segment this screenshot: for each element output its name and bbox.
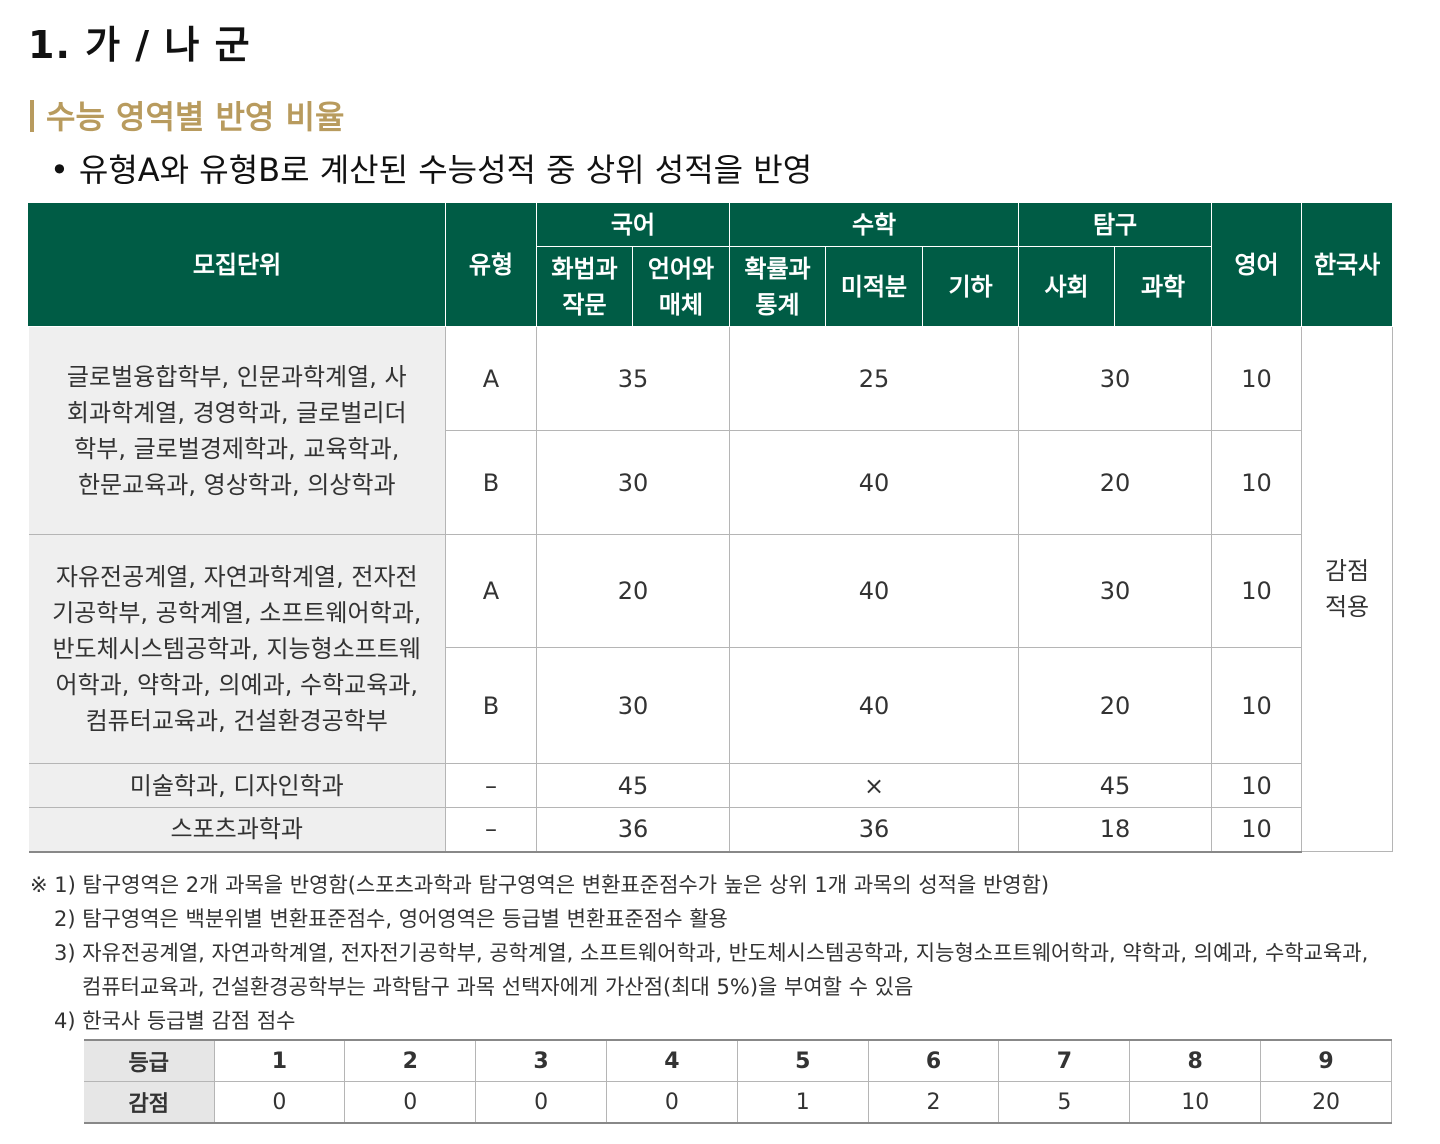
deduction-cell: 5 xyxy=(998,1081,1131,1124)
inquiry-cell: 18 xyxy=(1018,807,1213,853)
deduction-row: 감점 0 0 0 0 1 2 5 10 20 xyxy=(84,1081,1392,1124)
deduction-cell: 0 xyxy=(475,1081,607,1124)
english-cell: 10 xyxy=(1211,763,1303,808)
deduction-cell: 20 xyxy=(1260,1081,1392,1124)
korean-cell: 36 xyxy=(535,807,731,853)
header-korean-sub1: 화법과 작문 xyxy=(536,246,633,327)
grade-cell: 2 xyxy=(344,1039,477,1082)
deduction-cell: 1 xyxy=(736,1081,869,1124)
grade-label: 등급 xyxy=(84,1039,215,1082)
header-unit: 모집단위 xyxy=(28,202,446,327)
header-type: 유형 xyxy=(445,202,537,327)
header-inquiry: 탐구 xyxy=(1018,202,1213,247)
table-row: 미술학과, 디자인학과 – 45 × 45 10 xyxy=(28,763,1393,808)
korean-cell: 35 xyxy=(535,326,731,431)
grade-cell: 3 xyxy=(475,1039,607,1082)
footnote-2: 2) 탐구영역은 백분위별 변환표준점수, 영어영역은 등급별 변환표준점수 활… xyxy=(54,907,728,931)
footnote-4: 4) 한국사 등급별 감점 점수 xyxy=(54,1009,296,1033)
inquiry-cell: 20 xyxy=(1018,647,1213,764)
inquiry-cell: 45 xyxy=(1018,763,1213,808)
deduction-label: 감점 xyxy=(84,1081,215,1124)
english-cell: 10 xyxy=(1211,647,1303,764)
header-korean-sub2: 언어와 매체 xyxy=(631,246,731,327)
inquiry-cell: 30 xyxy=(1018,326,1213,431)
grade-cell: 5 xyxy=(736,1039,869,1082)
unit-cell: 자유전공계열, 자연과학계열, 전자전기공학부, 공학계열, 소프트웨어학과, … xyxy=(28,534,446,764)
inquiry-cell: 20 xyxy=(1018,430,1213,535)
table-row: 스포츠과학과 – 36 36 18 10 xyxy=(28,807,1393,853)
header-inquiry-sub2: 과학 xyxy=(1114,246,1213,327)
deduction-cell: 10 xyxy=(1129,1081,1262,1124)
math-cell: 40 xyxy=(729,647,1020,764)
history-deduction-table: 등급 1 2 3 4 5 6 7 8 9 감점 0 0 0 0 1 2 5 10… xyxy=(84,1039,1392,1124)
header-inquiry-sub1: 사회 xyxy=(1018,246,1116,327)
section-title-text: 수능 영역별 반영 비율 xyxy=(46,98,345,136)
header-korean: 국어 xyxy=(535,202,731,247)
footnote-1: ※ 1) 탐구영역은 2개 과목을 반영함(스포츠과학과 탐구영역은 변환표준점… xyxy=(30,873,1050,897)
page-title: 1. 가 / 나 군 xyxy=(28,23,251,67)
korean-cell: 30 xyxy=(535,430,731,535)
grade-cell: 1 xyxy=(213,1039,346,1082)
english-cell: 10 xyxy=(1211,326,1303,431)
type-cell: B xyxy=(445,647,537,764)
type-cell: A xyxy=(445,326,537,431)
ratio-table: 모집단위 유형 국어 수학 탐구 영어 한국사 화법과 작문 언어와 매체 확률… xyxy=(28,202,1394,853)
unit-cell: 스포츠과학과 xyxy=(28,807,446,853)
header-math-sub1: 확률과 통계 xyxy=(729,246,827,327)
math-cell: 25 xyxy=(729,326,1020,431)
header-history: 한국사 xyxy=(1301,202,1394,327)
math-cell: 40 xyxy=(729,534,1020,648)
footnote-3-cont: 컴퓨터교육과, 건설환경공학부는 과학탐구 과목 선택자에게 가산점(최대 5%… xyxy=(82,975,914,999)
math-cell: 36 xyxy=(729,807,1020,853)
table-row: 자유전공계열, 자연과학계열, 전자전기공학부, 공학계열, 소프트웨어학과, … xyxy=(28,534,1393,764)
math-cell: 40 xyxy=(729,430,1020,535)
deduction-cell: 2 xyxy=(867,1081,1000,1124)
english-cell: 10 xyxy=(1211,534,1303,648)
inquiry-cell: 30 xyxy=(1018,534,1213,648)
grade-cell: 6 xyxy=(867,1039,1000,1082)
header-math-sub2: 미적분 xyxy=(825,246,924,327)
grade-cell: 4 xyxy=(605,1039,738,1082)
bullet-note: • 유형A와 유형B로 계산된 수능성적 중 상위 성적을 반영 xyxy=(50,145,812,191)
korean-cell: 30 xyxy=(535,647,731,764)
grade-cell: 8 xyxy=(1129,1039,1262,1082)
grade-row: 등급 1 2 3 4 5 6 7 8 9 xyxy=(84,1039,1392,1082)
header-english: 영어 xyxy=(1211,202,1303,327)
footnotes: ※ 1) 탐구영역은 2개 과목을 반영함(스포츠과학과 탐구영역은 변환표준점… xyxy=(30,868,1368,1038)
deduction-cell: 0 xyxy=(605,1081,738,1124)
deduction-cell: 0 xyxy=(344,1081,477,1124)
korean-cell: 20 xyxy=(535,534,731,648)
type-cell: A xyxy=(445,534,537,648)
table-row: B 30 40 20 10 xyxy=(29,647,1393,764)
history-cell: 감점 적용 xyxy=(1301,326,1394,852)
section-title: 수능 영역별 반영 비율 xyxy=(30,92,344,138)
type-cell: – xyxy=(445,807,537,853)
footnote-3: 3) 자유전공계열, 자연과학계열, 전자전기공학부, 공학계열, 소프트웨어학… xyxy=(54,941,1369,965)
english-cell: 10 xyxy=(1211,430,1303,535)
korean-cell: 45 xyxy=(535,763,731,808)
english-cell: 10 xyxy=(1211,807,1303,853)
bullet-dot-icon: • xyxy=(50,151,69,189)
header-math-sub3: 기하 xyxy=(922,246,1020,327)
bullet-text: 유형A와 유형B로 계산된 수능성적 중 상위 성적을 반영 xyxy=(78,151,813,189)
unit-cell: 글로벌융합학부, 인문과학계열, 사회과학계열, 경영학과, 글로벌리더학부, … xyxy=(28,326,446,535)
table-row: B 30 40 20 10 xyxy=(29,430,1393,535)
grade-cell: 9 xyxy=(1260,1039,1392,1082)
type-cell: B xyxy=(445,430,537,535)
unit-cell: 미술학과, 디자인학과 xyxy=(28,763,446,808)
title-bar-marker xyxy=(30,100,34,132)
deduction-cell: 0 xyxy=(213,1081,346,1124)
table-row: 글로벌융합학부, 인문과학계열, 사회과학계열, 경영학과, 글로벌리더학부, … xyxy=(28,326,1394,852)
type-cell: – xyxy=(445,763,537,808)
math-cell: × xyxy=(729,763,1020,808)
header-math: 수학 xyxy=(729,202,1020,247)
grade-cell: 7 xyxy=(998,1039,1131,1082)
